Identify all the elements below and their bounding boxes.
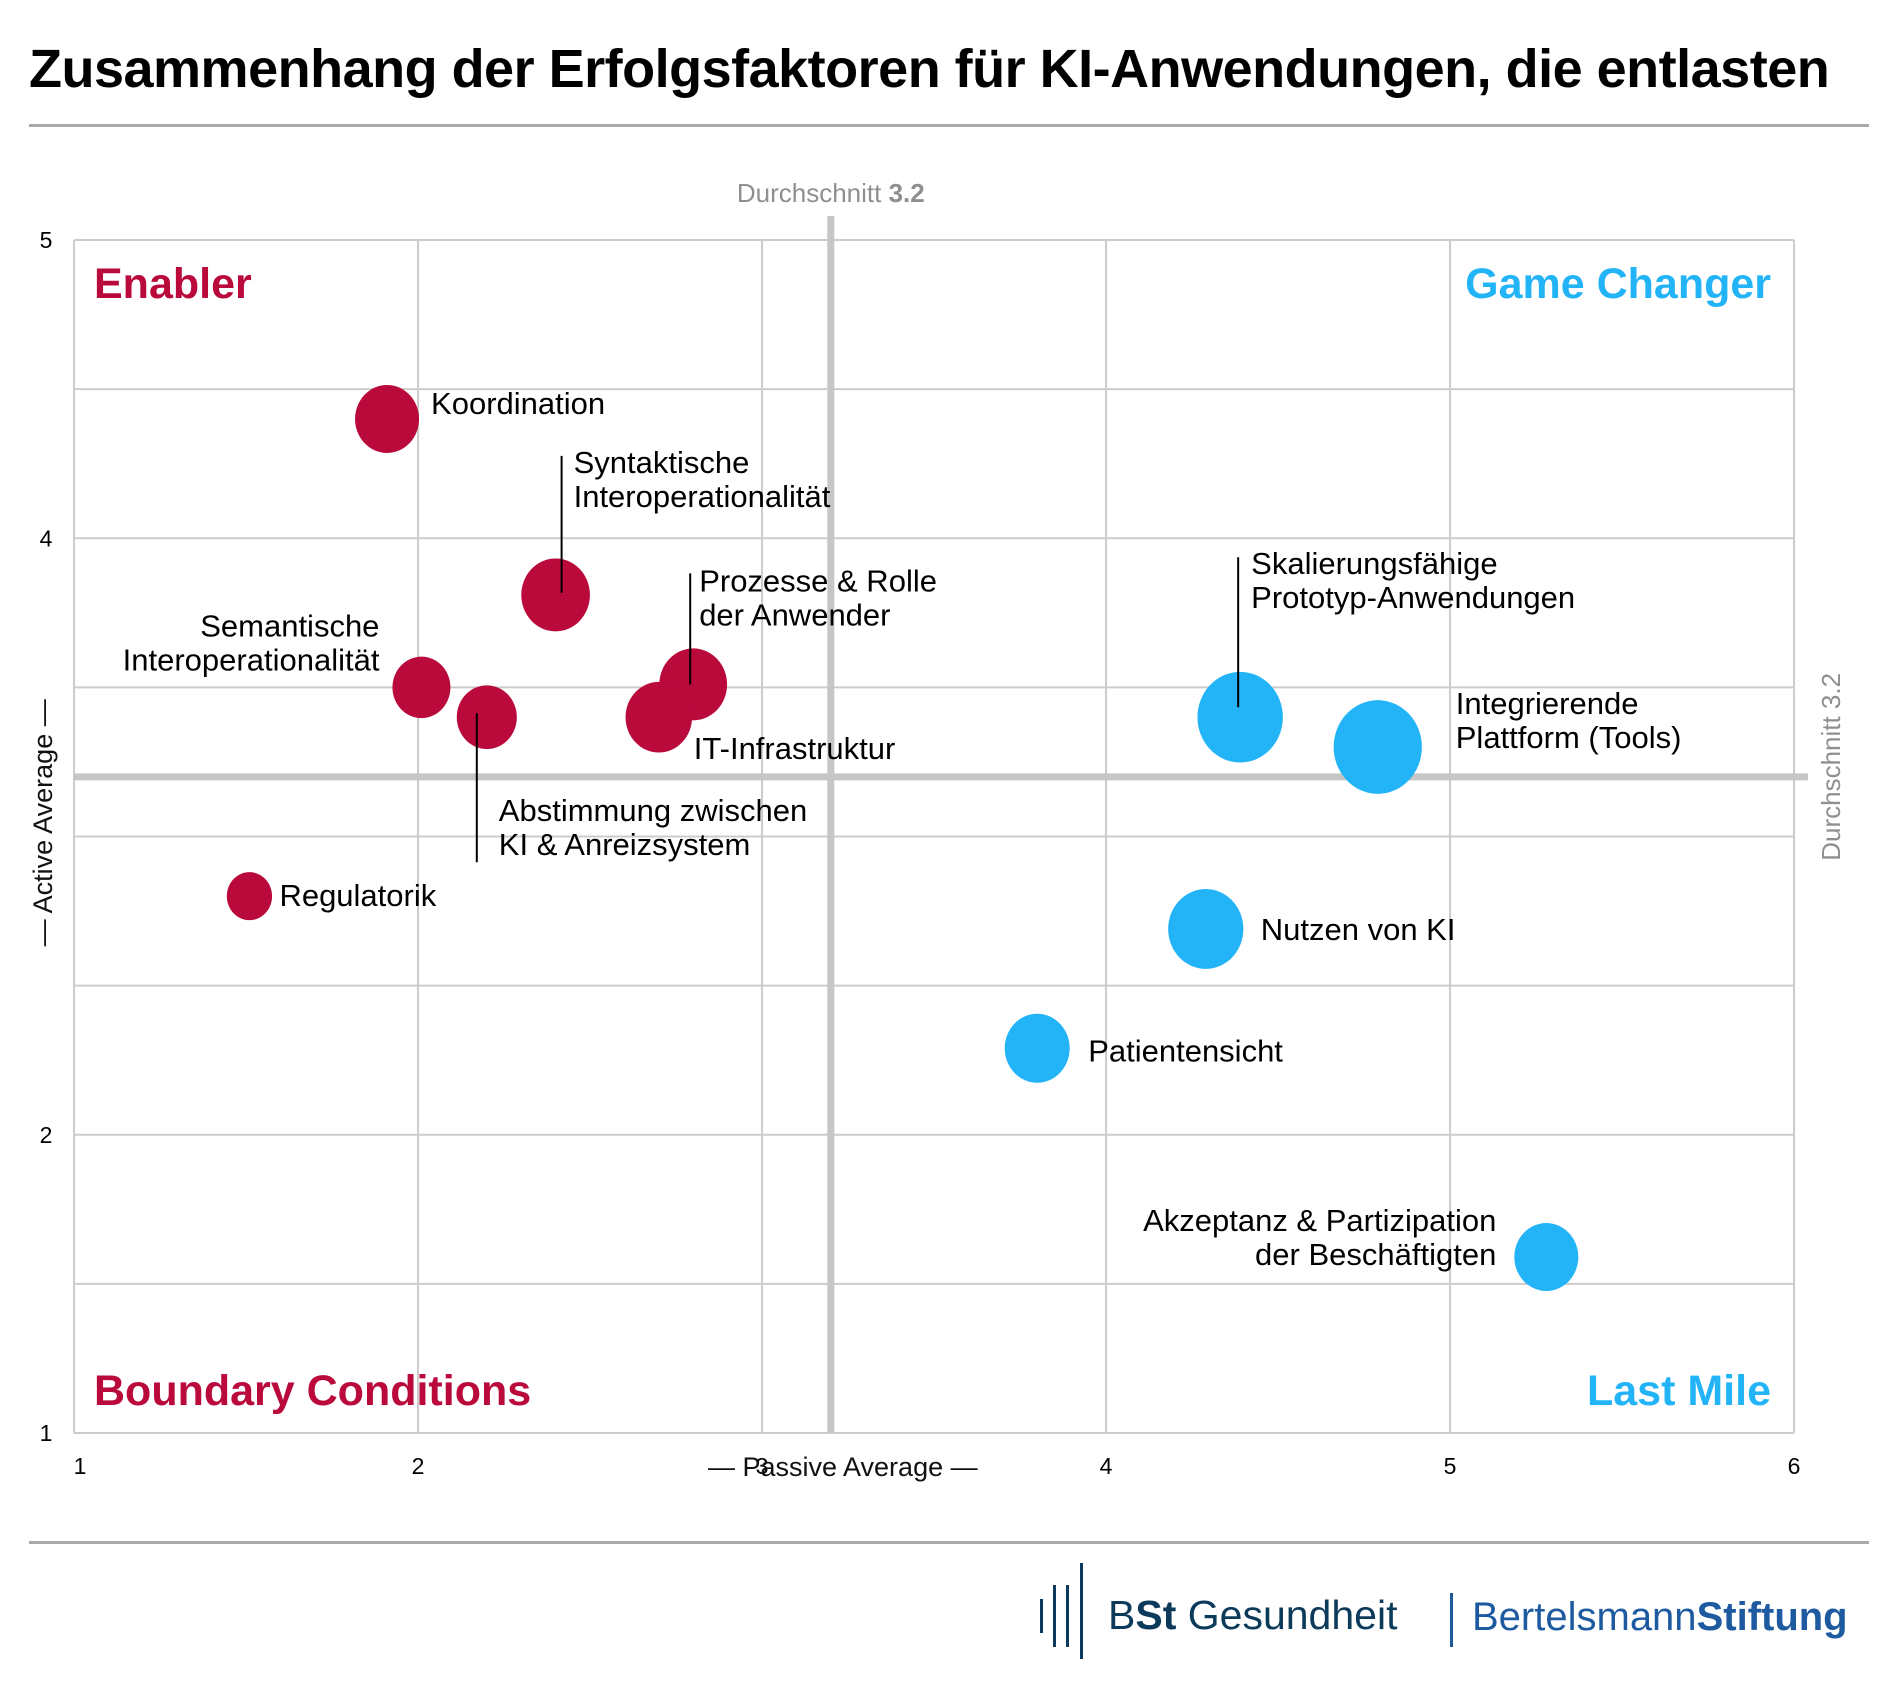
point-label: der Anwender <box>699 597 890 632</box>
y-tick-label: 1 <box>40 1420 53 1446</box>
bubble-semantische-interoperationalität <box>392 656 451 719</box>
point-label: Integrierende <box>1456 686 1639 721</box>
title-divider <box>29 124 1869 127</box>
quadrant-label-last-mile: Last Mile <box>1587 1367 1771 1415</box>
point-label: Skalierungsfähige <box>1251 546 1497 581</box>
point-label: Prototyp-Anwendungen <box>1251 580 1575 615</box>
bubble-chart: Durchschnitt 3.2 Durchschnitt 3.2 Enabler… <box>28 178 1846 1482</box>
bubble-skalierungsfähige-prototyp-anwendungen <box>1197 671 1283 763</box>
x-axis-label: — Passive Average — <box>708 1452 978 1482</box>
bertelsmann-stiftung-wordmark: BertelsmannStiftung <box>1472 1595 1848 1639</box>
bst-bars-icon <box>1040 1563 1090 1663</box>
quadrant-labels: Enabler Game Changer Boundary Conditions La… <box>94 260 1771 1415</box>
bertelsmann-bar-icon <box>1450 1593 1453 1647</box>
quadrant-label-boundary-conditions: Boundary Conditions <box>94 1367 531 1415</box>
point-label: Semantische <box>200 608 379 643</box>
point-label: Interoperationalität <box>123 642 380 677</box>
x-tick-label: 4 <box>1100 1453 1113 1479</box>
average-lines: Durchschnitt 3.2 Durchschnitt 3.2 <box>74 178 1846 1433</box>
point-label: IT-Infrastruktur <box>694 731 896 766</box>
y-axis-label: — Active Average — <box>28 699 58 946</box>
bubbles <box>226 384 1579 1292</box>
x-tick-label: 6 <box>1788 1453 1801 1479</box>
x-tick-label: 5 <box>1444 1453 1457 1479</box>
axis-ticks: 1 2 3 4 5 6 5 4 2 1 <box>40 227 1801 1479</box>
quadrant-label-enabler: Enabler <box>94 260 252 308</box>
average-label-vertical: Durchschnitt 3.2 <box>737 178 925 208</box>
bubble-it-infrastruktur <box>625 681 693 753</box>
footer-divider <box>29 1541 1869 1544</box>
point-label: KI & Anreizsystem <box>499 827 751 862</box>
footer: BSt Gesundheit BertelsmannStiftung <box>0 1555 1890 1665</box>
y-tick-label: 2 <box>40 1122 53 1148</box>
point-label: Abstimmung zwischen <box>499 793 807 828</box>
bubble-regulatorik <box>226 872 273 921</box>
grid-lines <box>73 239 1795 1434</box>
leader-lines <box>475 455 1240 863</box>
point-label: Nutzen von KI <box>1261 912 1456 947</box>
average-label-horizontal: Durchschnitt 3.2 <box>1816 673 1846 861</box>
chart-title: Zusammenhang der Erfolgsfaktoren für KI-… <box>29 39 1830 99</box>
bubble-abstimmung-zwischen-ki-anreizsystem <box>456 685 517 750</box>
point-label: Regulatorik <box>279 878 436 913</box>
y-tick-label: 5 <box>40 227 53 253</box>
x-tick-label: 3 <box>756 1453 769 1479</box>
axis-labels: — Passive Average — — Active Average — <box>28 699 978 1482</box>
point-labels: KoordinationSyntaktischeInteroperational… <box>123 386 1682 1272</box>
bubble-koordination <box>355 384 420 453</box>
point-label: Prozesse & Rolle <box>699 563 937 598</box>
bubble-akzeptanz-partizipation-der-beschäftigten <box>1514 1223 1579 1292</box>
quadrant-label-game-changer: Game Changer <box>1465 260 1771 308</box>
point-label: der Beschäftigten <box>1255 1237 1496 1272</box>
x-tick-label: 1 <box>74 1453 87 1479</box>
bubble-nutzen-von-ki <box>1168 889 1244 969</box>
point-label: Interoperationalität <box>574 479 831 514</box>
point-label: Koordination <box>431 386 605 421</box>
bubble-integrierende-plattform-tools- <box>1333 700 1422 794</box>
point-label: Syntaktische <box>574 445 750 480</box>
bubble-syntaktische-interoperationalität <box>521 558 590 632</box>
bst-gesundheit-wordmark: BSt Gesundheit <box>1108 1592 1398 1638</box>
point-label: Plattform (Tools) <box>1456 720 1682 755</box>
y-tick-label: 4 <box>40 525 53 551</box>
bubble-patientensicht <box>1004 1013 1070 1083</box>
x-tick-label: 2 <box>412 1453 425 1479</box>
point-label: Akzeptanz & Partizipation <box>1143 1203 1496 1238</box>
point-label: Patientensicht <box>1088 1033 1283 1068</box>
